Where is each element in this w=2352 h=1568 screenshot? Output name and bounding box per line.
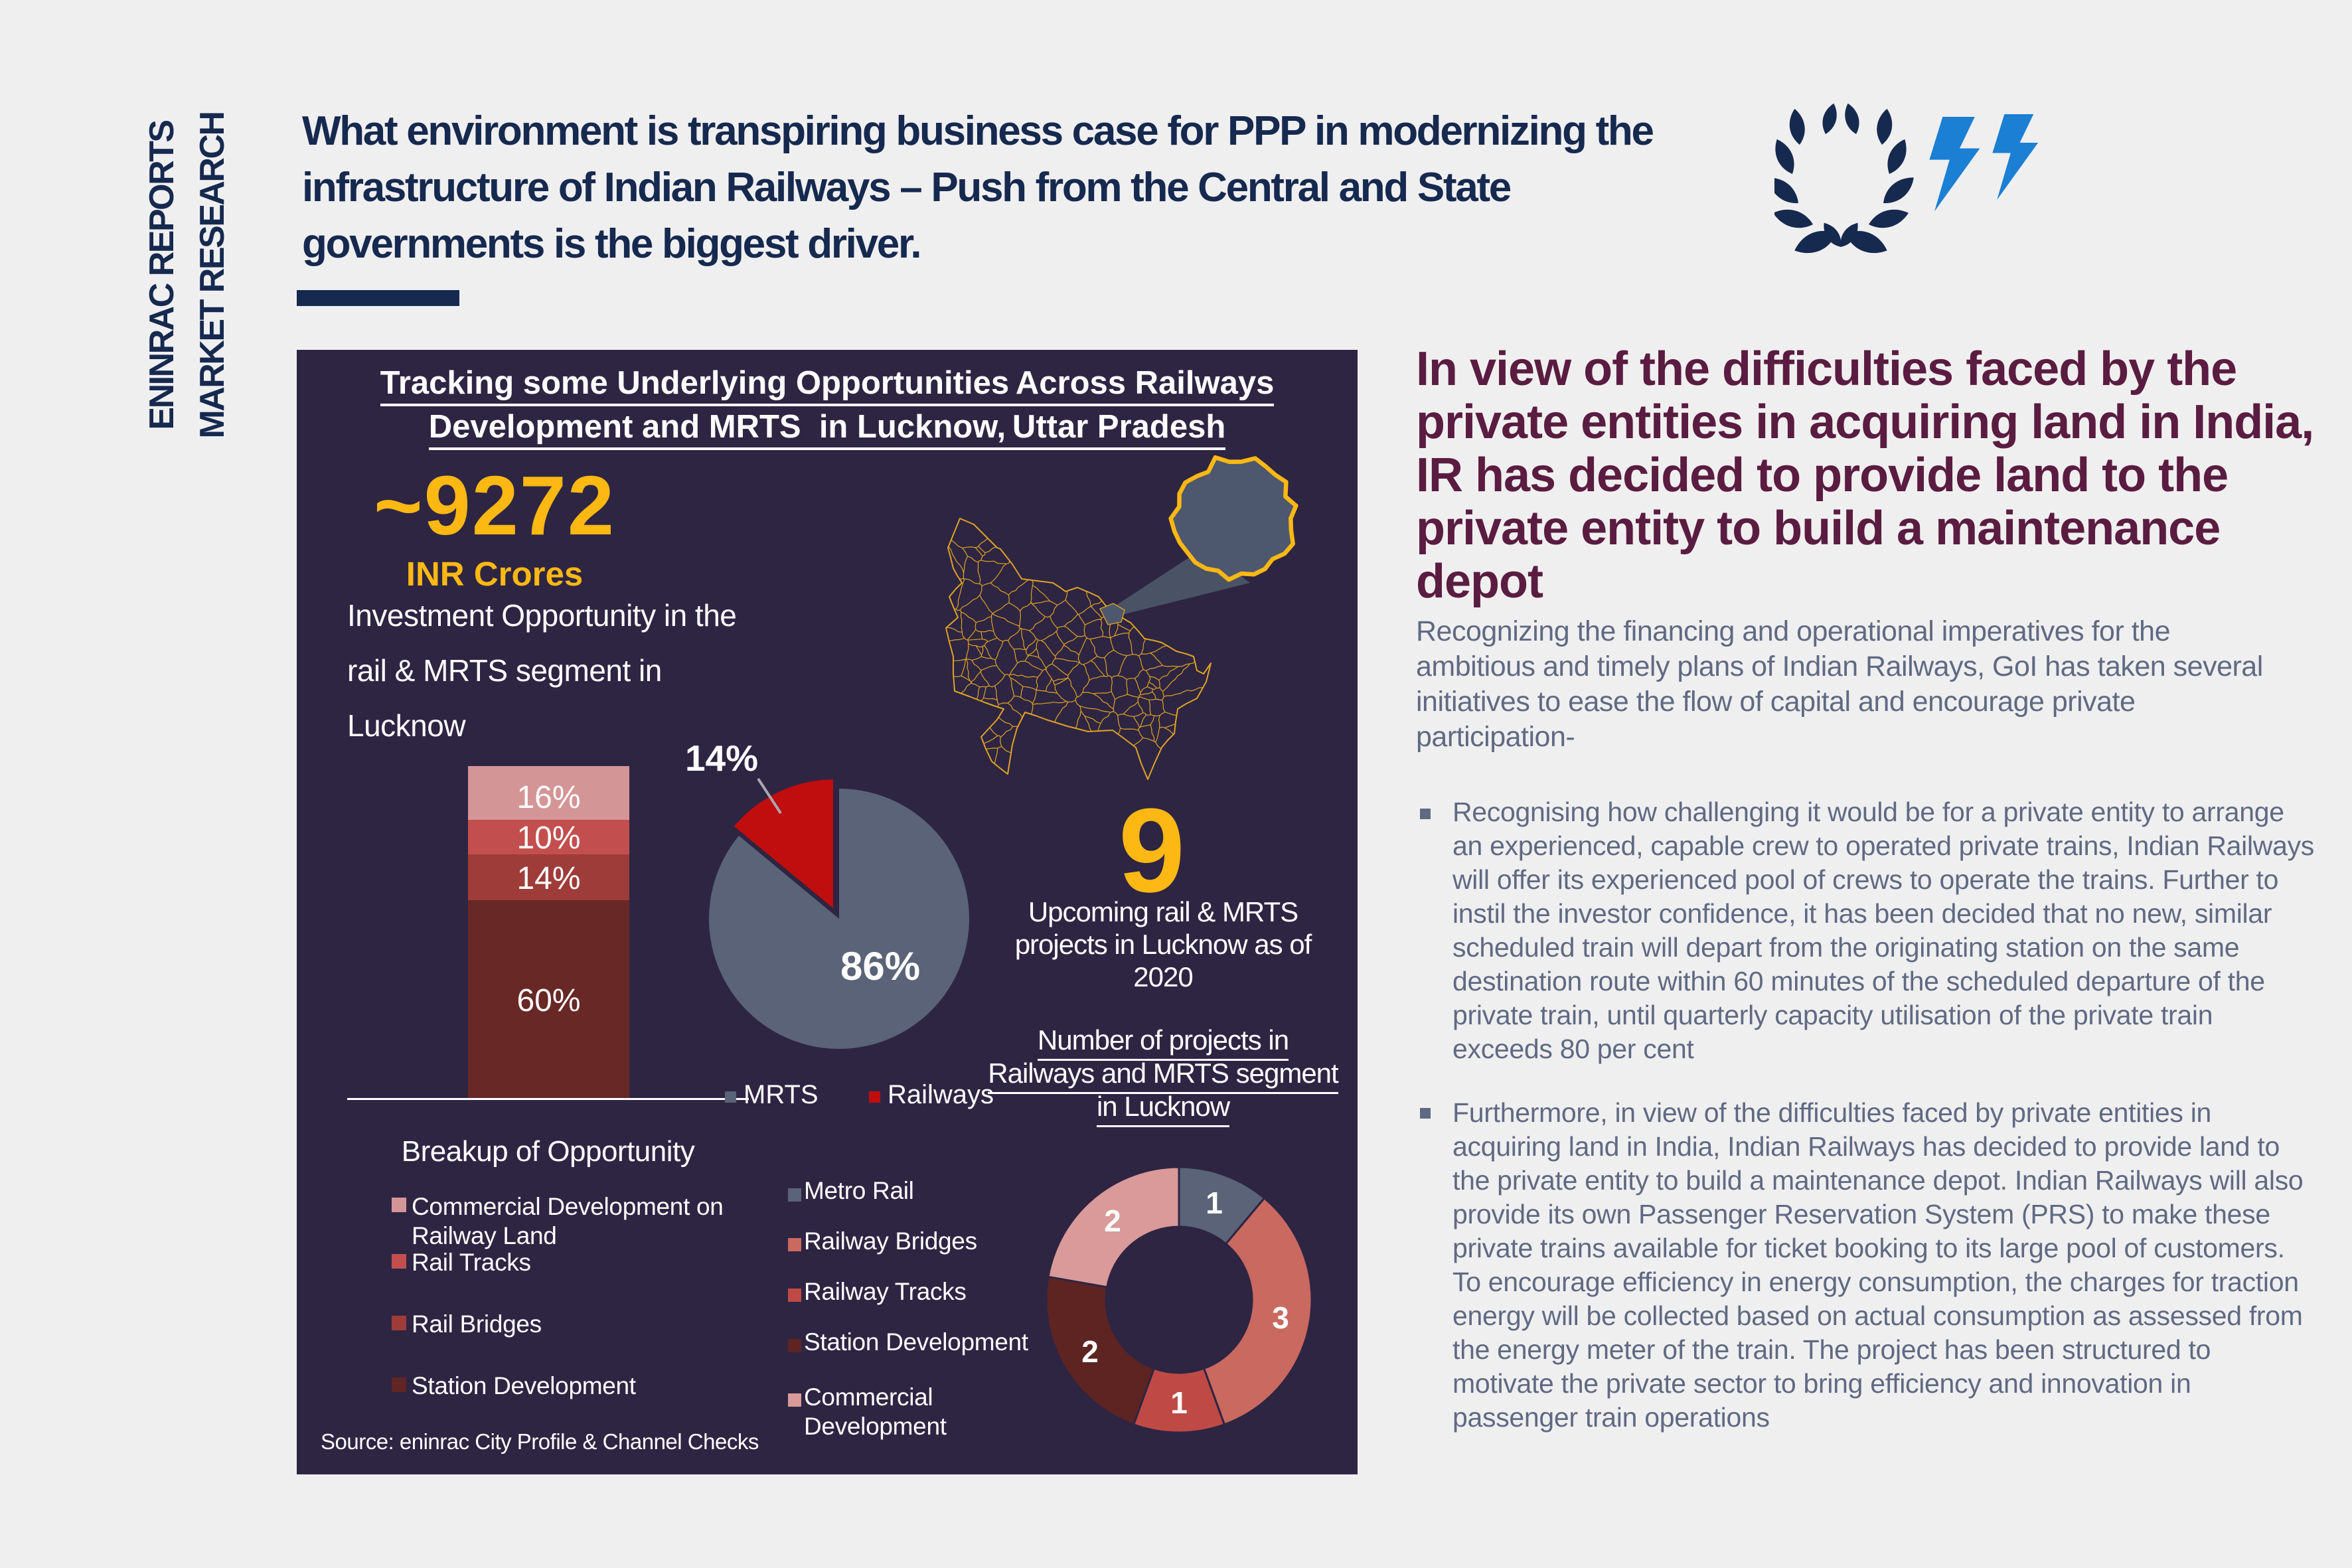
- svg-text:2: 2: [1104, 1204, 1121, 1238]
- svg-text:1: 1: [1206, 1186, 1223, 1220]
- svg-text:1: 1: [1170, 1385, 1188, 1420]
- svg-text:2: 2: [1081, 1334, 1099, 1369]
- svg-text:3: 3: [1272, 1300, 1289, 1335]
